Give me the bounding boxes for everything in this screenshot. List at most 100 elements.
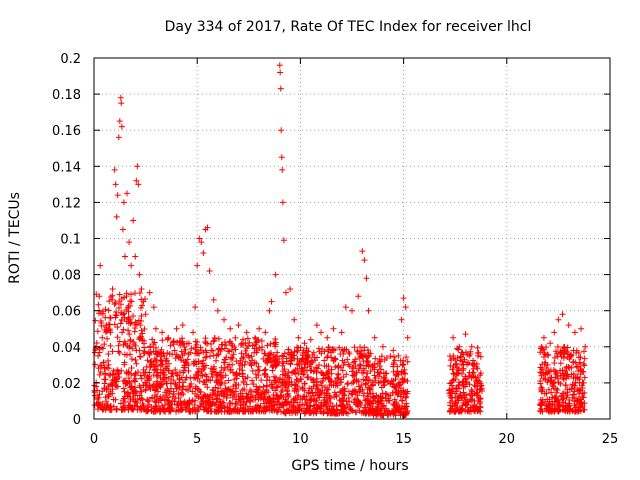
data-point bbox=[173, 407, 180, 414]
data-point bbox=[174, 339, 181, 346]
data-point bbox=[303, 393, 310, 400]
data-point bbox=[268, 358, 275, 365]
data-point bbox=[109, 296, 116, 303]
data-point bbox=[175, 400, 182, 407]
data-point bbox=[167, 342, 174, 349]
data-point bbox=[537, 377, 544, 384]
data-point bbox=[107, 315, 114, 322]
data-point bbox=[118, 100, 125, 107]
data-point bbox=[549, 380, 556, 387]
data-point bbox=[539, 345, 546, 352]
data-point bbox=[367, 386, 374, 393]
data-point bbox=[215, 335, 222, 342]
data-point bbox=[318, 382, 325, 389]
data-point bbox=[249, 367, 256, 374]
data-point bbox=[230, 408, 237, 415]
data-point bbox=[371, 372, 378, 379]
data-point bbox=[375, 411, 382, 418]
data-point bbox=[110, 396, 117, 403]
data-point bbox=[187, 408, 194, 415]
data-point bbox=[450, 376, 457, 383]
data-point bbox=[278, 383, 285, 390]
data-point bbox=[198, 239, 205, 246]
data-point bbox=[109, 286, 116, 293]
data-point bbox=[446, 408, 453, 415]
data-point bbox=[187, 384, 194, 391]
data-point bbox=[301, 380, 308, 387]
data-point bbox=[151, 355, 158, 362]
data-point bbox=[131, 402, 138, 409]
data-point bbox=[537, 407, 544, 414]
data-point bbox=[352, 371, 359, 378]
data-point bbox=[209, 400, 216, 407]
data-point bbox=[244, 394, 251, 401]
data-point bbox=[164, 380, 170, 387]
data-point bbox=[137, 335, 144, 342]
data-point bbox=[152, 392, 159, 399]
data-point bbox=[219, 341, 226, 348]
data-point bbox=[132, 319, 139, 326]
data-point bbox=[159, 329, 166, 336]
data-point bbox=[224, 363, 231, 370]
data-point bbox=[168, 397, 175, 404]
data-point bbox=[309, 407, 316, 414]
data-point bbox=[127, 336, 134, 343]
data-point bbox=[236, 365, 243, 372]
data-point bbox=[148, 394, 155, 401]
data-point bbox=[294, 376, 301, 383]
data-point bbox=[361, 404, 368, 411]
data-point bbox=[561, 345, 568, 352]
data-point bbox=[125, 327, 132, 334]
data-point bbox=[539, 400, 546, 407]
data-point bbox=[147, 343, 154, 350]
data-point bbox=[128, 291, 135, 298]
data-point bbox=[252, 388, 259, 395]
data-point bbox=[118, 123, 125, 130]
data-point bbox=[399, 361, 406, 368]
data-point bbox=[307, 397, 314, 404]
data-point bbox=[142, 295, 149, 302]
data-point bbox=[114, 368, 121, 375]
data-point bbox=[152, 325, 159, 332]
data-point bbox=[221, 390, 228, 397]
data-point bbox=[330, 325, 337, 332]
data-point bbox=[282, 289, 289, 296]
data-point bbox=[132, 357, 139, 364]
data-point bbox=[328, 379, 335, 386]
data-point bbox=[255, 363, 262, 370]
data-point bbox=[462, 373, 469, 380]
data-point bbox=[274, 383, 281, 390]
data-point bbox=[287, 286, 294, 293]
data-point bbox=[99, 400, 106, 407]
data-point bbox=[325, 386, 332, 393]
data-point bbox=[453, 407, 460, 414]
data-point bbox=[113, 213, 120, 220]
data-point bbox=[212, 384, 219, 391]
data-point bbox=[128, 365, 135, 372]
data-point bbox=[121, 393, 128, 400]
data-point bbox=[555, 379, 562, 386]
data-point bbox=[200, 357, 207, 364]
data-point bbox=[113, 308, 120, 315]
data-point bbox=[361, 344, 368, 351]
data-point bbox=[565, 322, 572, 329]
data-point bbox=[262, 350, 269, 357]
data-point bbox=[114, 324, 121, 331]
data-point bbox=[176, 375, 183, 382]
data-point bbox=[336, 344, 343, 351]
data-point bbox=[307, 336, 314, 343]
data-point bbox=[398, 316, 405, 323]
data-point bbox=[144, 373, 151, 380]
data-point bbox=[253, 339, 260, 346]
y-tick-label: 0.06 bbox=[52, 305, 81, 320]
data-point bbox=[115, 348, 122, 355]
data-point bbox=[279, 400, 286, 407]
data-point bbox=[165, 400, 172, 407]
data-point bbox=[272, 379, 279, 386]
data-point bbox=[96, 293, 103, 300]
data-point bbox=[292, 370, 299, 377]
data-point bbox=[554, 343, 561, 350]
data-point bbox=[309, 377, 316, 384]
data-point bbox=[157, 384, 164, 391]
data-point bbox=[468, 386, 475, 393]
